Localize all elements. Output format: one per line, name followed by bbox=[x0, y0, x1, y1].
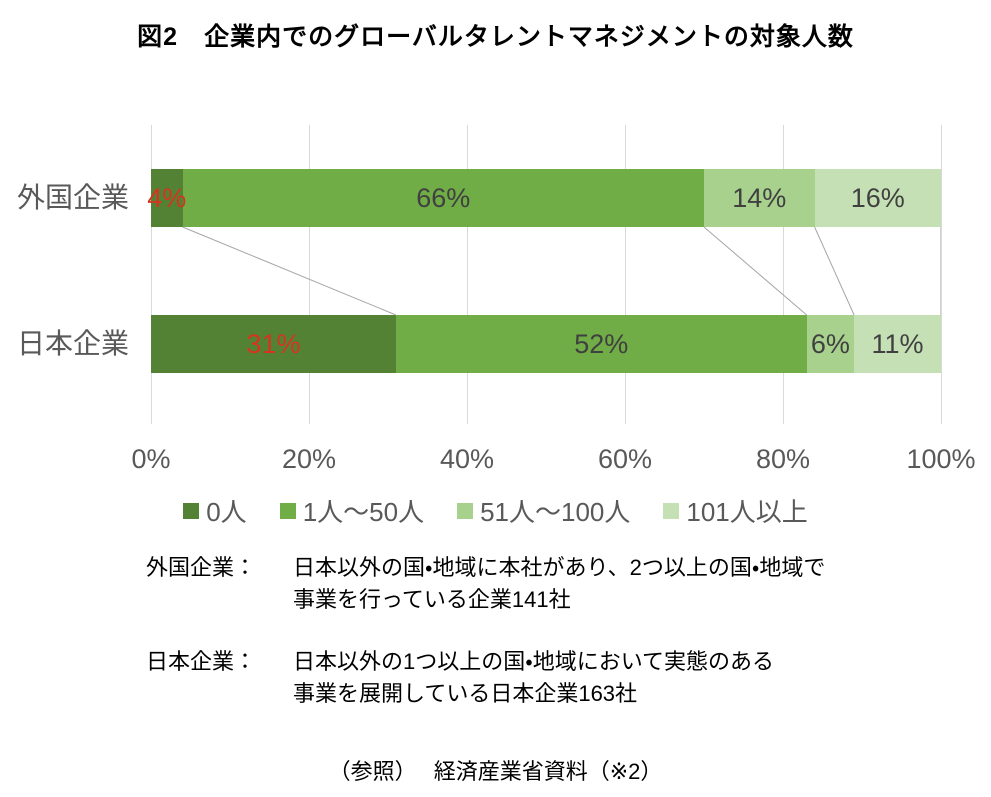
gridline bbox=[151, 125, 152, 424]
bar-value-label: 16% bbox=[850, 182, 905, 213]
legend-item: 51人～100人 bbox=[457, 492, 630, 529]
note-line: 日本以外の1つ以上の国・地域において実態のある bbox=[293, 649, 775, 674]
x-axis-tick-label: 40% bbox=[439, 444, 495, 474]
series-connector-line bbox=[182, 226, 397, 316]
bar-segment: 66% bbox=[182, 169, 704, 227]
category-label: 外国企業 bbox=[16, 182, 129, 213]
x-axis-tick-label: 20% bbox=[281, 444, 337, 474]
legend: 0人 1人～50人 51人～100人 101人以上 bbox=[0, 492, 991, 529]
bar-value-label: 31% bbox=[246, 328, 301, 359]
note-japanese-companies: 日本企業： 日本以外の1つ以上の国・地域において実態のある 事業を展開している日… bbox=[146, 646, 774, 710]
bar-segment: 6% bbox=[806, 315, 855, 373]
legend-label: 101人以上 bbox=[686, 497, 808, 527]
note-line: 日本以外の国・地域に本社があり、2つ以上の国・地域で bbox=[293, 555, 826, 580]
legend-swatch-icon bbox=[279, 502, 296, 519]
x-axis-tick-label: 100% bbox=[906, 444, 976, 474]
x-axis-tick-label: 60% bbox=[597, 444, 653, 474]
legend-swatch-icon bbox=[663, 502, 680, 519]
bar-外国企業: 4% 66% 14% 16% bbox=[147, 169, 941, 227]
gridline bbox=[625, 125, 626, 424]
legend-item: 1人～50人 bbox=[279, 492, 425, 529]
source-reference: （参照） 経済産業省資料（※2） bbox=[328, 759, 663, 784]
plot-area: 4% 66% 14% 16% 31% 52% 6% 11% bbox=[147, 125, 942, 424]
bar-segment: 52% bbox=[395, 315, 807, 373]
legend-label: 0人 bbox=[206, 497, 247, 527]
bar-value-label: 4% bbox=[147, 182, 187, 213]
gridline bbox=[783, 125, 784, 424]
category-label: 日本企業 bbox=[16, 328, 129, 359]
note-line: 事業を行っている企業141社 bbox=[293, 587, 571, 612]
x-axis-tick-label: 80% bbox=[755, 444, 811, 474]
connector-lines bbox=[182, 226, 941, 316]
note-line: 事業を展開している日本企業163社 bbox=[293, 681, 638, 706]
grid-layer bbox=[151, 125, 942, 424]
legend-swatch-icon bbox=[183, 502, 200, 519]
note-foreign-companies: 外国企業： 日本以外の国・地域に本社があり、2つ以上の国・地域で 事業を行ってい… bbox=[146, 552, 825, 616]
bar-segment: 16% bbox=[814, 169, 941, 227]
legend-item: 101人以上 bbox=[663, 492, 808, 529]
bar-segment: 31% bbox=[151, 315, 396, 373]
x-axis-tick-label: 0% bbox=[131, 444, 171, 474]
bar-segment: 14% bbox=[703, 169, 815, 227]
legend-label: 1人～50人 bbox=[302, 497, 425, 527]
bar-value-label: 66% bbox=[416, 182, 471, 213]
note-label: 日本企業： bbox=[146, 649, 257, 674]
note-text: 日本以外の1つ以上の国・地域において実態のある 事業を展開している日本企業163… bbox=[293, 646, 774, 710]
series-connector-line bbox=[814, 226, 855, 316]
bar-segment: 11% bbox=[854, 315, 941, 373]
note-text: 日本以外の国・地域に本社があり、2つ以上の国・地域で 事業を行っている企業141… bbox=[293, 552, 825, 616]
bar-value-label: 6% bbox=[810, 328, 850, 359]
bars-layer: 4% 66% 14% 16% 31% 52% 6% 11% bbox=[147, 125, 941, 424]
legend-item: 0人 bbox=[183, 492, 247, 529]
gridline bbox=[467, 125, 468, 424]
legend-label: 51人～100人 bbox=[480, 497, 631, 527]
legend-swatch-icon bbox=[457, 502, 474, 519]
gridline bbox=[941, 125, 942, 424]
bar-segment: 4% bbox=[147, 169, 186, 227]
gridline bbox=[309, 125, 310, 424]
note-label: 外国企業： bbox=[146, 555, 257, 580]
bar-value-label: 11% bbox=[871, 328, 924, 359]
bar-日本企業: 31% 52% 6% 11% bbox=[151, 315, 941, 373]
bar-value-label: 52% bbox=[574, 328, 629, 359]
bar-value-label: 14% bbox=[732, 182, 787, 213]
chart-title: 図2 企業内でのグローバルタレントマネジメントの対象人数 bbox=[137, 23, 854, 51]
series-connector-line bbox=[703, 226, 808, 316]
